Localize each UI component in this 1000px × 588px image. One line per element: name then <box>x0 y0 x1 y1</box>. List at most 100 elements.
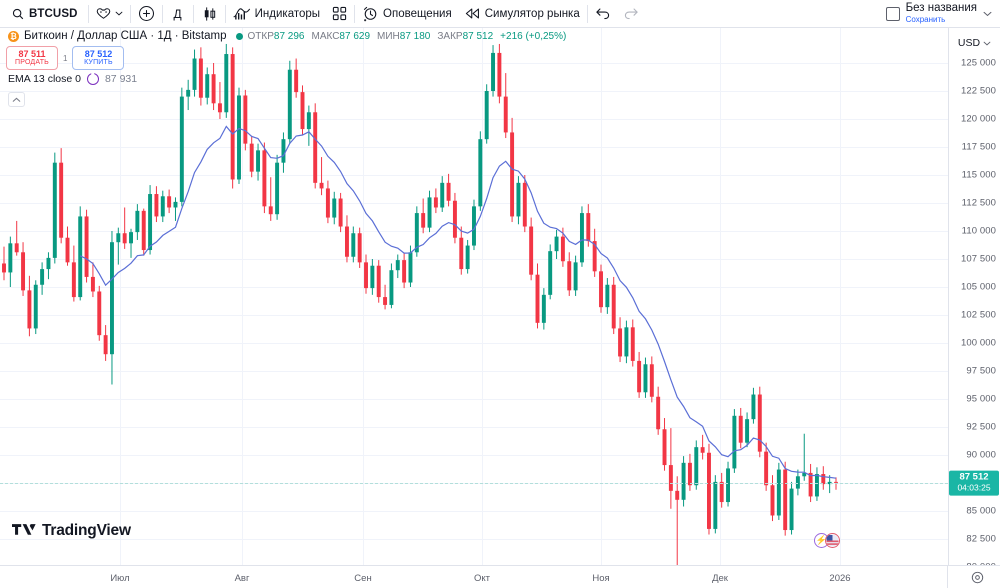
current-price-value: 87 512 <box>959 471 989 483</box>
gridline-h <box>0 91 948 92</box>
gridline-v <box>242 28 243 565</box>
gridline-v <box>482 28 483 565</box>
symbol-label: BTCUSD <box>29 7 78 20</box>
legend-symbol-title[interactable]: Биткоин / Доллар США · 1Д · Bitstamp <box>24 30 227 42</box>
gridline-h <box>0 511 948 512</box>
change-value: +216 (+0,25%) <box>500 30 567 42</box>
collapse-legend-button[interactable] <box>8 92 25 107</box>
add-symbol-button[interactable] <box>132 3 161 25</box>
alerts-button[interactable]: Оповещения <box>356 3 458 25</box>
gridline-h <box>0 63 948 64</box>
timeframe-label: Д <box>173 6 182 21</box>
tradingview-logo-text: TradingView <box>42 522 131 539</box>
chart-legend: ₿ Биткоин / Доллар США · 1Д · Bitstamp О… <box>8 30 566 42</box>
tradingview-logo[interactable]: TradingView <box>12 522 131 540</box>
timeframe-button[interactable]: Д <box>164 3 192 25</box>
current-price-badge[interactable]: 87 512 04:03:25 <box>949 470 999 496</box>
price-tick: 90 000 <box>966 449 996 461</box>
gridline-v <box>840 28 841 565</box>
gridline-h <box>0 147 948 148</box>
redo-arrow-icon <box>623 7 639 20</box>
price-tick: 122 500 <box>960 85 996 97</box>
chart-layout-name: Без названия <box>905 2 977 15</box>
price-tick: 120 000 <box>960 113 996 125</box>
price-tick: 85 000 <box>966 505 996 517</box>
gridline-h <box>0 539 948 540</box>
price-tick: 125 000 <box>960 57 996 69</box>
toolbar-right-group: Без названия Сохранить <box>885 3 1000 24</box>
sell-price: 87 511 <box>18 48 46 59</box>
gridline-v <box>363 28 364 565</box>
current-price-line <box>0 482 948 484</box>
bar-countdown: 04:03:25 <box>957 482 991 493</box>
time-tick: Дек <box>712 573 728 584</box>
chevron-down-icon[interactable] <box>983 11 992 17</box>
buy-label: КУПИТЬ <box>84 59 113 67</box>
low-value: 87 180 <box>399 30 431 42</box>
gridline-h <box>0 315 948 316</box>
gear-icon[interactable] <box>971 571 984 584</box>
sell-button[interactable]: 87 511 ПРОДАТЬ <box>6 46 58 70</box>
chart-style-button[interactable] <box>195 3 224 25</box>
gridline-h <box>0 343 948 344</box>
watchlist-heart-icon <box>96 7 111 20</box>
toolbar-divider <box>586 4 588 23</box>
indicator-value: 87 931 <box>104 73 138 85</box>
price-tick: 97 500 <box>966 365 996 377</box>
gridline-h <box>0 371 948 372</box>
chart-layout-name-button[interactable]: Без названия Сохранить <box>906 3 977 24</box>
low-label: МИН <box>377 30 400 42</box>
search-icon <box>12 8 24 20</box>
close-label: ЗАКР <box>437 30 463 42</box>
currency-label: USD <box>957 37 981 49</box>
price-tick: 82 500 <box>966 533 996 545</box>
rewind-icon <box>464 7 481 20</box>
price-tick: 115 000 <box>961 169 996 181</box>
grid-layout-icon <box>332 6 347 21</box>
templates-button[interactable] <box>326 3 353 25</box>
chart-canvas[interactable]: ₿ Биткоин / Доллар США · 1Д · Bitstamp О… <box>0 28 948 565</box>
chevron-down-icon <box>115 11 123 16</box>
save-layout-link[interactable]: Сохранить <box>905 14 946 24</box>
time-axis[interactable]: Июл Авг Сен Окт Ноя Дек 2026 <box>0 565 1000 588</box>
currency-selector[interactable]: USD <box>953 31 996 55</box>
price-tick: 92 500 <box>966 421 996 433</box>
top-toolbar: BTCUSD Д <box>0 0 1000 28</box>
trade-buttons: 87 511 ПРОДАТЬ 1 87 512 КУПИТЬ <box>6 46 125 70</box>
spread-value: 1 <box>63 53 68 63</box>
toolbar-divider <box>354 4 356 23</box>
layout-square-icon[interactable] <box>885 6 900 21</box>
indicators-label: Индикаторы <box>254 7 321 20</box>
undo-button[interactable] <box>589 3 617 25</box>
gridline-h <box>0 259 948 260</box>
gridline-v <box>720 28 721 565</box>
watchlist-button[interactable] <box>90 3 129 25</box>
buy-button[interactable]: 87 512 КУПИТЬ <box>72 46 125 70</box>
bitcoin-logo-icon: ₿ <box>8 30 19 42</box>
price-tick: 102 500 <box>960 309 996 321</box>
plus-circle-icon <box>138 5 155 22</box>
series-visibility-dot-icon[interactable] <box>235 32 243 40</box>
gridline-h <box>0 399 948 400</box>
time-tick: 2026 <box>829 573 851 584</box>
candlestick-series <box>2 43 838 565</box>
alarm-clock-icon <box>362 6 379 22</box>
indicators-button[interactable]: Индикаторы <box>227 3 326 25</box>
replay-button[interactable]: Симулятор рынка <box>458 3 586 25</box>
time-tick: Июл <box>110 573 130 584</box>
toolbar-divider <box>161 4 163 23</box>
indicator-settings-icon[interactable] <box>86 73 99 85</box>
time-tick: Авг <box>234 573 250 584</box>
price-axis[interactable]: USD 125 000 122 500 120 000 117 500 115 000 1… <box>948 28 1000 573</box>
time-tick: Сен <box>354 573 372 584</box>
corner-badges: ⚡ <box>814 533 840 548</box>
chevron-up-icon <box>12 97 21 103</box>
redo-button[interactable] <box>617 3 645 25</box>
open-value: 87 296 <box>273 30 305 42</box>
symbol-search-input[interactable]: BTCUSD <box>5 3 87 25</box>
gridline-h <box>0 287 948 288</box>
indicator-legend-row[interactable]: EMA 13 close 0 87 931 <box>8 73 137 85</box>
indicator-name: EMA 13 close 0 <box>8 73 81 85</box>
flag-icon[interactable] <box>825 533 840 548</box>
candlestick-icon <box>201 6 218 22</box>
